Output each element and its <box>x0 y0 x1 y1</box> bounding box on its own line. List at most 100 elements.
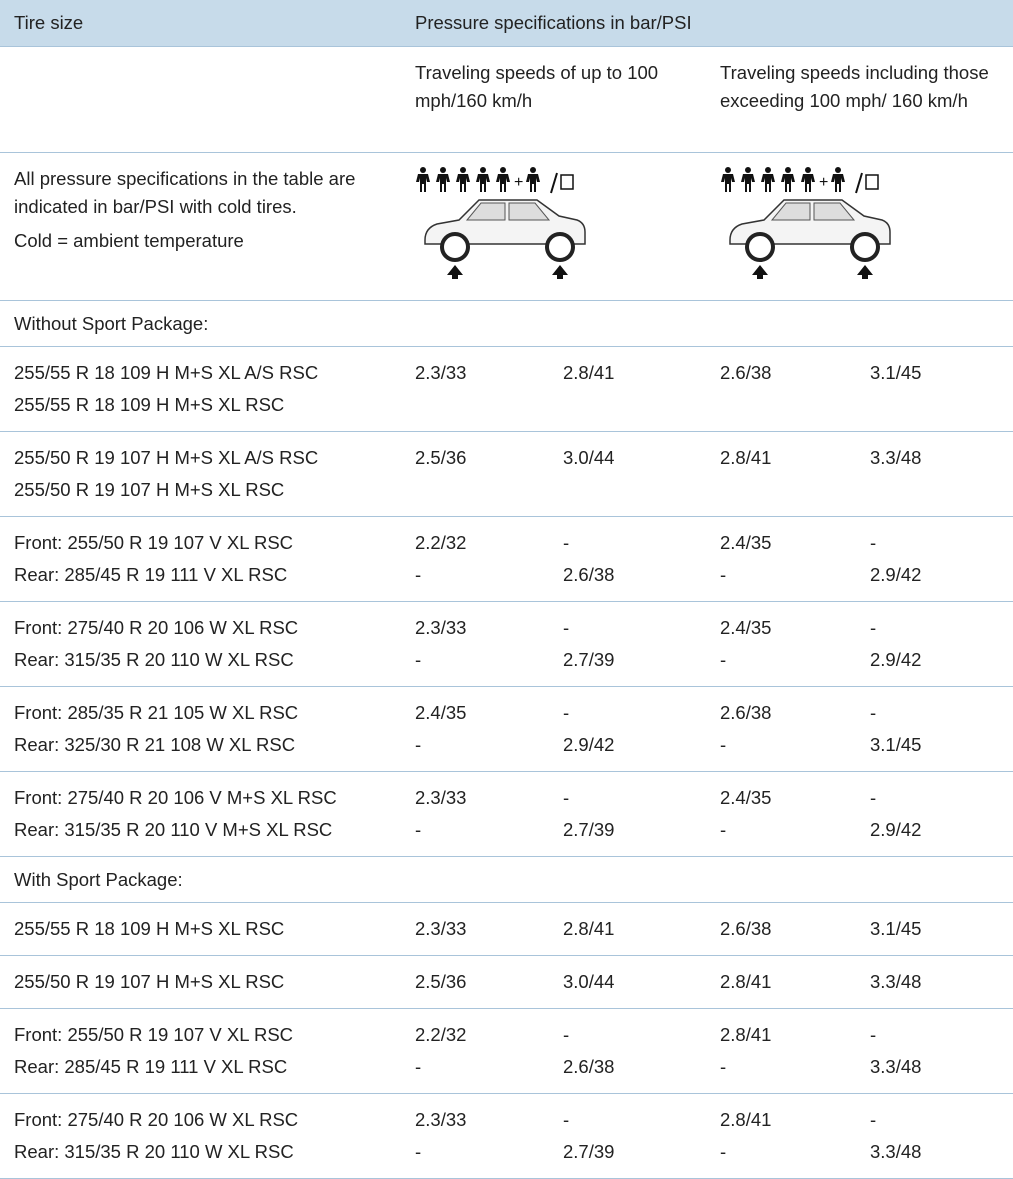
empty-cell <box>856 474 1013 517</box>
empty-cell <box>401 389 549 432</box>
tire-row: 255/55 R 18 109 H M+S XL RSC <box>0 389 1013 432</box>
pressure-cell: - <box>401 729 549 772</box>
pressure-cell: - <box>706 559 856 602</box>
pressure-cell: - <box>870 1024 877 1045</box>
tire-size: Rear: 315/35 R 20 110 W XL RSC <box>0 644 401 687</box>
tire-row: Front: 275/40 R 20 106 W XL RSC 2.3/33 - 2.… <box>0 1094 1013 1137</box>
tire-row: 255/50 R 19 107 H M+S XL RSC 2.5/36 3.0/44… <box>0 955 1013 1009</box>
tire-row: Rear: 325/30 R 21 108 W XL RSC -2.9/42-3.… <box>0 729 1013 772</box>
pressure-cell: 3.3/48 <box>856 1051 1013 1094</box>
tire-size: Front: 275/40 R 20 106 W XL RSC <box>14 617 299 638</box>
pressure-cell: 2.9/42 <box>549 729 706 772</box>
tire-size: Front: 255/50 R 19 107 V XL RSC <box>14 1024 294 1045</box>
note: Cold = ambient temperature <box>14 230 244 251</box>
pressure-cell: 2.7/39 <box>549 814 706 857</box>
pressure-cell: 2.8/41 <box>720 1024 772 1045</box>
tire-row: 255/50 R 19 107 H M+S XL RSC <box>0 474 1013 517</box>
header-cell: Pressure specifications in bar/PSI <box>401 0 1013 47</box>
pressure-cell: - <box>870 1109 877 1130</box>
tire-row: Rear: 315/35 R 20 110 V M+S XL RSC -2.7/3… <box>0 814 1013 857</box>
svg-text:+: + <box>514 174 523 191</box>
tire-size: 255/50 R 19 107 H M+S XL RSC <box>0 955 401 1009</box>
pressure-cell: 2.9/42 <box>856 559 1013 602</box>
tire-size: 255/55 R 18 109 H M+S XL RSC <box>0 389 401 432</box>
tire-size: Rear: 315/35 R 20 110 W XL RSC <box>0 1136 401 1179</box>
tire-size: 255/55 R 18 109 H M+S XL A/S RSC <box>14 362 319 383</box>
svg-text:+: + <box>819 174 828 191</box>
pressure-cell: - <box>706 729 856 772</box>
speed-header: Traveling speeds of up to 100 mph/160 km… <box>401 46 706 153</box>
pressure-cell: 2.5/36 <box>415 447 467 468</box>
pressure-cell: 2.4/35 <box>720 532 772 553</box>
empty-cell <box>401 474 549 517</box>
empty-cell <box>549 389 706 432</box>
pressure-cell: - <box>706 644 856 687</box>
pressure-cell: - <box>706 1051 856 1094</box>
pressure-cell: 3.0/44 <box>563 447 615 468</box>
empty-cell <box>856 389 1013 432</box>
tire-size: Rear: 325/30 R 21 108 W XL RSC <box>0 729 401 772</box>
pressure-cell: 3.1/45 <box>856 902 1013 956</box>
pressure-cell: - <box>401 1136 549 1179</box>
pressure-cell: - <box>563 702 570 723</box>
tire-row: 255/50 R 19 107 H M+S XL A/S RSC 2.5/36 3.… <box>0 432 1013 475</box>
pressure-cell: - <box>401 644 549 687</box>
pressure-cell: - <box>401 559 549 602</box>
pressure-cell: 2.3/33 <box>401 902 549 956</box>
pressure-cell: 2.8/41 <box>549 902 706 956</box>
tire-row: Front: 275/40 R 20 106 V M+S XL RSC 2.3/3… <box>0 772 1013 815</box>
pressure-cell: - <box>870 532 877 553</box>
pressure-cell: 2.2/32 <box>415 1024 467 1045</box>
pressure-cell: 2.3/33 <box>415 362 467 383</box>
tire-row: Rear: 315/35 R 20 110 W XL RSC -2.7/39-2.… <box>0 644 1013 687</box>
tire-row: Rear: 315/35 R 20 110 W XL RSC -2.7/39-3.… <box>0 1136 1013 1179</box>
empty-cell <box>706 389 856 432</box>
pressure-cell: - <box>870 787 877 808</box>
pressure-cell: 3.3/48 <box>870 447 922 468</box>
tire-row: Front: 275/40 R 20 106 W XL RSC 2.3/33 - 2.… <box>0 602 1013 645</box>
pressure-cell: 2.6/38 <box>720 702 772 723</box>
pressure-cell: 2.4/35 <box>720 787 772 808</box>
pressure-cell: 2.6/38 <box>720 362 772 383</box>
pressure-cell: - <box>563 787 570 808</box>
pressure-cell: - <box>706 814 856 857</box>
tire-row: Front: 255/50 R 19 107 V XL RSC 2.2/32 - 2.… <box>0 1009 1013 1052</box>
pressure-cell: 2.9/42 <box>856 814 1013 857</box>
empty-cell <box>549 474 706 517</box>
tire-size: Rear: 315/35 R 20 110 V M+S XL RSC <box>0 814 401 857</box>
tire-row: Front: 285/35 R 21 105 W XL RSC 2.4/35 - 2.… <box>0 687 1013 730</box>
pressure-cell: - <box>706 1136 856 1179</box>
pressure-cell: 2.6/38 <box>706 902 856 956</box>
tire-size: Rear: 285/45 R 19 111 V XL RSC <box>0 1051 401 1094</box>
pressure-cell: 2.4/35 <box>415 702 467 723</box>
pressure-cell: 3.3/48 <box>856 1136 1013 1179</box>
pressure-cell: - <box>401 1051 549 1094</box>
pressure-cell: - <box>563 1024 570 1045</box>
tire-size: 255/50 R 19 107 H M+S XL RSC <box>0 474 401 517</box>
section-row: With Sport Package: <box>0 856 1013 903</box>
tire-size: Rear: 285/45 R 19 111 V XL RSC <box>0 559 401 602</box>
pressure-cell: 2.8/41 <box>720 1109 772 1130</box>
tire-row: Rear: 285/45 R 19 111 V XL RSC -2.6/38-2.… <box>0 559 1013 602</box>
pressure-cell: 2.8/41 <box>720 447 772 468</box>
tire-size: Front: 285/35 R 21 105 W XL RSC <box>14 702 299 723</box>
load-icon: + <box>721 167 891 279</box>
empty-cell <box>706 474 856 517</box>
pressure-cell: 3.0/44 <box>549 955 706 1009</box>
pressure-cell: - <box>870 702 877 723</box>
tire-size: Front: 275/40 R 20 106 V M+S XL RSC <box>14 787 337 808</box>
speed-header: Traveling speeds including those exceedi… <box>706 46 1013 153</box>
pressure-cell: 2.6/38 <box>549 559 706 602</box>
pressure-cell: 2.8/41 <box>706 955 856 1009</box>
note: All pressure specifications in the table… <box>14 168 356 217</box>
pressure-cell: - <box>401 814 549 857</box>
pressure-cell: 2.5/36 <box>401 955 549 1009</box>
tire-size: 255/50 R 19 107 H M+S XL A/S RSC <box>14 447 319 468</box>
pressure-cell: - <box>870 617 877 638</box>
tire-size: Front: 275/40 R 20 106 W XL RSC <box>14 1109 299 1130</box>
pressure-cell: 2.3/33 <box>415 787 467 808</box>
load-icon: + <box>416 167 586 279</box>
header-cell: Tire size <box>0 0 401 47</box>
section-title: With Sport Package: <box>0 856 1013 903</box>
